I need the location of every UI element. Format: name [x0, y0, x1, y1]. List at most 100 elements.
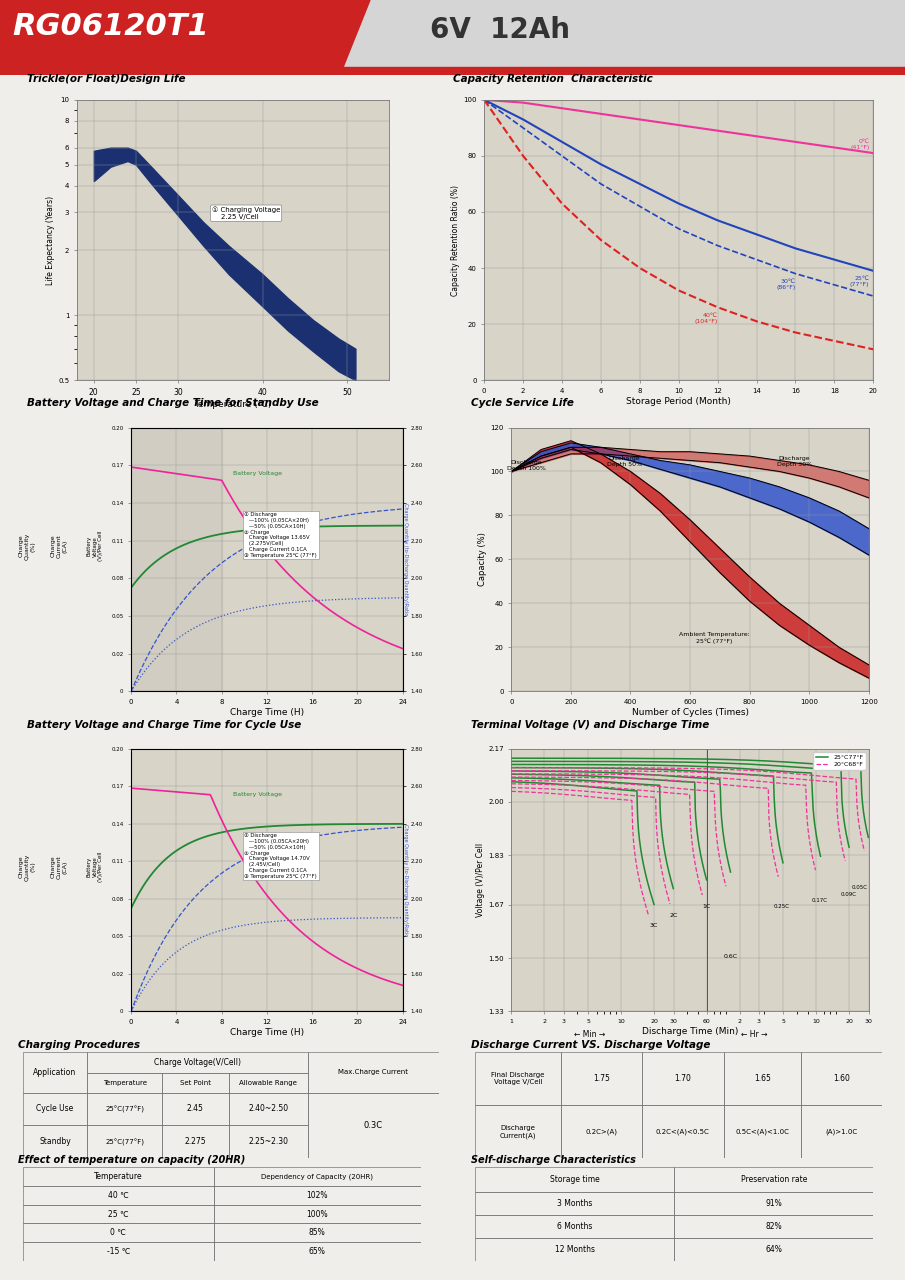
- Text: Ambient Temperature:
25℃ (77°F): Ambient Temperature: 25℃ (77°F): [679, 632, 749, 644]
- Text: 25°C(77°F): 25°C(77°F): [105, 1106, 144, 1112]
- Text: 3 Months: 3 Months: [557, 1198, 593, 1208]
- X-axis label: Temperature (℃): Temperature (℃): [195, 399, 272, 408]
- Bar: [23, 1125, 87, 1158]
- Text: Terminal Voltage (V) and Discharge Time: Terminal Voltage (V) and Discharge Time: [471, 719, 709, 730]
- Bar: [674, 1215, 873, 1238]
- Bar: [801, 1052, 882, 1106]
- Text: Charge Quantity (to-Discharge Quantity)Ratio: Charge Quantity (to-Discharge Quantity)R…: [403, 503, 408, 616]
- Bar: [214, 1167, 421, 1187]
- Text: Charge Quantity (to-Discharge Quantity)Ratio: Charge Quantity (to-Discharge Quantity)R…: [403, 824, 408, 936]
- Text: 102%: 102%: [307, 1190, 328, 1199]
- Text: 0℃
(41°F): 0℃ (41°F): [850, 140, 870, 150]
- Text: 25℃
(77°F): 25℃ (77°F): [850, 276, 870, 287]
- Bar: [229, 1125, 308, 1158]
- Text: 40℃
(104°F): 40℃ (104°F): [694, 312, 718, 324]
- Text: Battery Voltage: Battery Voltage: [233, 791, 282, 796]
- Bar: [214, 1204, 421, 1224]
- Text: Preservation rate: Preservation rate: [740, 1175, 807, 1184]
- Text: 0.3C: 0.3C: [364, 1121, 383, 1130]
- Y-axis label: Capacity (%): Capacity (%): [479, 532, 488, 586]
- Polygon shape: [0, 0, 370, 74]
- Bar: [214, 1242, 421, 1261]
- Bar: [87, 1125, 162, 1158]
- Bar: [23, 1093, 87, 1125]
- Bar: [475, 1238, 674, 1261]
- Text: 0.2C>(A): 0.2C>(A): [586, 1129, 617, 1135]
- Text: 12 Months: 12 Months: [555, 1245, 595, 1254]
- Text: Cycle Use: Cycle Use: [36, 1105, 73, 1114]
- Bar: [475, 1192, 674, 1215]
- Text: Battery
Voltage
(V)/Per Cell: Battery Voltage (V)/Per Cell: [87, 851, 103, 882]
- Text: 65%: 65%: [309, 1247, 326, 1256]
- Bar: [308, 1093, 439, 1158]
- Bar: [87, 1074, 162, 1093]
- Text: Dependency of Capacity (20HR): Dependency of Capacity (20HR): [262, 1174, 373, 1180]
- Bar: [87, 1052, 308, 1074]
- Bar: [0, 67, 905, 74]
- Text: Self-discharge Characteristics: Self-discharge Characteristics: [471, 1155, 635, 1165]
- Y-axis label: Capacity Retention Ratio (%): Capacity Retention Ratio (%): [452, 184, 461, 296]
- Bar: [87, 1093, 162, 1125]
- Bar: [162, 1074, 229, 1093]
- Bar: [475, 1167, 674, 1192]
- Bar: [162, 1093, 229, 1125]
- Text: 6V  12Ah: 6V 12Ah: [430, 15, 570, 44]
- X-axis label: Number of Cycles (Times): Number of Cycles (Times): [632, 708, 748, 717]
- Bar: [214, 1224, 421, 1242]
- X-axis label: Charge Time (H): Charge Time (H): [230, 708, 304, 717]
- Text: Charge
Quantity
(%): Charge Quantity (%): [19, 854, 35, 881]
- Text: Storage time: Storage time: [550, 1175, 599, 1184]
- Bar: [724, 1106, 801, 1158]
- Text: 0.09C: 0.09C: [841, 892, 857, 896]
- Legend: 25°C77°F, 20°C68°F: 25°C77°F, 20°C68°F: [813, 751, 866, 769]
- Bar: [475, 1106, 560, 1158]
- Text: 1C: 1C: [702, 904, 710, 909]
- Text: 64%: 64%: [766, 1245, 782, 1254]
- Text: 6 Months: 6 Months: [557, 1222, 593, 1231]
- Bar: [229, 1093, 308, 1125]
- Text: Charging Procedures: Charging Procedures: [18, 1039, 140, 1050]
- Bar: [23, 1204, 214, 1224]
- Text: Effect of temperature on capacity (20HR): Effect of temperature on capacity (20HR): [18, 1155, 245, 1165]
- Bar: [229, 1074, 308, 1093]
- Bar: [23, 1187, 214, 1204]
- Text: Temperature: Temperature: [94, 1172, 142, 1181]
- Text: 0.5C<(A)<1.0C: 0.5C<(A)<1.0C: [735, 1129, 789, 1135]
- Text: 2.40~2.50: 2.40~2.50: [248, 1105, 289, 1114]
- X-axis label: Charge Time (H): Charge Time (H): [230, 1028, 304, 1037]
- Bar: [23, 1167, 214, 1187]
- Bar: [23, 1224, 214, 1242]
- Text: 0.6C: 0.6C: [724, 954, 738, 959]
- Text: 1.65: 1.65: [754, 1074, 771, 1083]
- Text: 82%: 82%: [766, 1222, 782, 1231]
- Text: Charge
Quantity
(%): Charge Quantity (%): [19, 532, 35, 559]
- Text: 1.75: 1.75: [593, 1074, 610, 1083]
- Text: ← Hr →: ← Hr →: [741, 1029, 767, 1039]
- Text: Capacity Retention  Characteristic: Capacity Retention Characteristic: [452, 74, 653, 84]
- Text: 85%: 85%: [309, 1229, 326, 1238]
- Text: Trickle(or Float)Design Life: Trickle(or Float)Design Life: [27, 74, 186, 84]
- Text: 100%: 100%: [307, 1210, 329, 1219]
- Text: Battery Voltage: Battery Voltage: [233, 471, 282, 476]
- Bar: [674, 1238, 873, 1261]
- X-axis label: Discharge Time (Min): Discharge Time (Min): [642, 1027, 738, 1036]
- Text: 3C: 3C: [650, 923, 658, 928]
- Text: -15 ℃: -15 ℃: [107, 1247, 130, 1256]
- Bar: [162, 1125, 229, 1158]
- Text: 30℃
(86°F): 30℃ (86°F): [776, 279, 795, 291]
- Text: Standby: Standby: [39, 1138, 71, 1147]
- Text: ← Min →: ← Min →: [575, 1029, 605, 1039]
- Text: Charge Voltage(V/Cell): Charge Voltage(V/Cell): [154, 1059, 241, 1068]
- Text: 0.25C: 0.25C: [774, 904, 790, 909]
- Text: 2.275: 2.275: [185, 1138, 206, 1147]
- Text: 0.05C: 0.05C: [852, 886, 868, 891]
- Text: Battery Voltage and Charge Time for Cycle Use: Battery Voltage and Charge Time for Cycl…: [27, 719, 301, 730]
- Bar: [560, 1106, 643, 1158]
- Bar: [131, 428, 222, 691]
- Text: Final Discharge
Voltage V/Cell: Final Discharge Voltage V/Cell: [491, 1073, 545, 1085]
- Text: 1.60: 1.60: [834, 1074, 850, 1083]
- Text: Battery Voltage and Charge Time for Standby Use: Battery Voltage and Charge Time for Stan…: [27, 398, 319, 408]
- Text: 25°C(77°F): 25°C(77°F): [105, 1138, 144, 1146]
- Bar: [643, 1052, 724, 1106]
- X-axis label: Storage Period (Month): Storage Period (Month): [626, 397, 731, 406]
